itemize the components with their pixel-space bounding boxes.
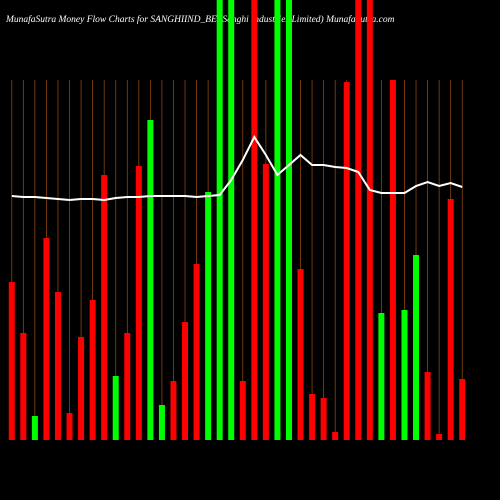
bar [205, 192, 212, 440]
bar [89, 300, 96, 440]
bar [147, 120, 154, 440]
bar [297, 269, 304, 440]
bar [424, 372, 431, 440]
bar [170, 381, 177, 440]
bar [332, 432, 339, 440]
bar [320, 398, 327, 440]
bar [274, 0, 281, 440]
bar [436, 434, 443, 440]
bar [366, 0, 373, 440]
bar [182, 322, 189, 440]
bar [228, 0, 235, 440]
bar [378, 313, 385, 440]
bar [355, 0, 362, 440]
bar [8, 282, 15, 440]
bar [124, 333, 131, 440]
bar [135, 166, 142, 440]
bar [216, 0, 223, 440]
bar [66, 413, 73, 440]
bar [158, 405, 165, 440]
bar [20, 333, 27, 440]
bar [459, 379, 466, 440]
bar [251, 0, 258, 440]
bar [343, 82, 350, 440]
bar [54, 292, 61, 440]
bar [389, 80, 396, 440]
bar [78, 337, 85, 440]
bar [43, 238, 50, 440]
money-flow-line [11, 134, 463, 202]
bar [31, 416, 38, 440]
bar [239, 381, 246, 440]
bar [285, 0, 292, 440]
bar [101, 175, 108, 440]
bar [401, 310, 408, 440]
bar [309, 394, 316, 440]
bar [193, 264, 200, 440]
bar [112, 376, 119, 440]
chart-title: MunafaSutra Money Flow Charts for SANGHI… [5, 14, 395, 25]
bar [447, 199, 454, 440]
bar [262, 164, 269, 440]
bar [413, 255, 420, 440]
